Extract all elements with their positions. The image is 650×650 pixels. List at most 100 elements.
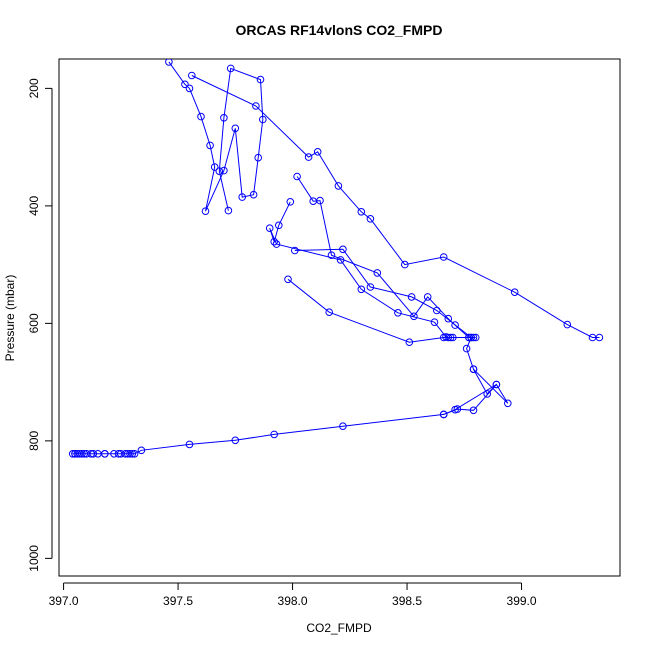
data-point — [339, 422, 347, 431]
data-point — [114, 450, 123, 458]
data-point — [407, 293, 416, 301]
x-axis-label: CO2_FMPD — [306, 621, 372, 635]
data-point — [275, 221, 283, 230]
data-point — [405, 338, 414, 347]
series-line — [269, 201, 453, 338]
data-series — [265, 198, 457, 342]
data-point — [201, 207, 210, 215]
data-series — [165, 59, 267, 215]
data-point — [293, 172, 301, 181]
data-point — [259, 115, 267, 124]
data-point — [71, 450, 79, 458]
data-series — [293, 172, 480, 342]
data-point — [563, 320, 572, 329]
data-point — [75, 450, 84, 458]
x-tick-label: 399.0 — [507, 594, 537, 608]
series-line — [191, 75, 600, 338]
data-point — [238, 193, 246, 201]
y-tick-label: 800 — [27, 431, 41, 451]
data-series — [284, 275, 473, 347]
data-point — [272, 240, 281, 248]
x-tick-label: 398.0 — [278, 594, 308, 608]
data-point — [220, 114, 228, 122]
data-point — [197, 112, 205, 121]
x-tick-label: 397.0 — [49, 594, 79, 608]
data-point — [101, 450, 109, 458]
data-point — [430, 318, 439, 327]
y-tick-label: 200 — [27, 78, 41, 98]
data-point — [226, 64, 235, 73]
data-point — [444, 314, 453, 323]
data-point — [80, 450, 88, 458]
data-point — [357, 208, 366, 216]
series-group — [68, 59, 604, 458]
data-series — [291, 245, 512, 419]
y-axis-label: Pressure (mbar) — [3, 275, 17, 362]
data-point — [252, 102, 260, 110]
data-point — [366, 215, 375, 223]
data-point — [304, 153, 313, 161]
data-point — [469, 365, 478, 374]
data-point — [465, 333, 473, 342]
data-point — [327, 251, 336, 259]
data-point — [291, 246, 299, 255]
chart-title: ORCAS RF14vlonS CO2_FMPD — [236, 22, 443, 38]
series-line — [168, 61, 264, 212]
y-tick-label: 600 — [27, 313, 41, 333]
data-point — [433, 306, 441, 315]
data-point — [504, 399, 512, 408]
data-point — [270, 237, 279, 246]
data-point — [595, 333, 604, 342]
data-point — [439, 410, 448, 419]
data-point — [446, 333, 455, 342]
data-point — [510, 288, 519, 297]
data-point — [451, 405, 459, 414]
y-tick-label: 1000 — [27, 545, 41, 572]
data-point — [256, 75, 265, 84]
data-series — [188, 71, 604, 342]
data-point — [128, 450, 137, 458]
data-point — [394, 309, 402, 317]
data-point — [249, 190, 258, 199]
data-point — [215, 167, 224, 175]
data-point — [89, 450, 98, 458]
y-axis: 200 400 600 800 1000 — [27, 78, 53, 572]
x-axis: 397.0 397.5 398.0 398.5 399.0 — [49, 582, 537, 608]
data-point — [366, 283, 375, 291]
data-point — [357, 285, 366, 294]
data-point — [110, 450, 118, 458]
data-point — [373, 269, 382, 277]
data-point — [220, 166, 228, 175]
data-point — [185, 84, 194, 93]
plot-area — [58, 58, 621, 577]
data-point — [123, 450, 132, 458]
data-series — [68, 365, 501, 458]
data-point — [483, 390, 492, 398]
data-point — [231, 124, 240, 133]
data-point — [410, 312, 418, 321]
data-point — [451, 321, 459, 329]
data-point — [165, 59, 173, 66]
data-point — [286, 198, 295, 206]
data-point — [126, 450, 134, 458]
data-point — [325, 308, 334, 317]
data-point — [224, 206, 233, 215]
series-line — [72, 368, 497, 455]
data-point — [334, 182, 343, 190]
data-point — [339, 245, 347, 254]
data-point — [284, 275, 292, 284]
data-point — [188, 71, 196, 80]
data-point — [316, 196, 324, 205]
data-point — [462, 344, 471, 353]
data-point — [181, 80, 189, 89]
series-line — [296, 176, 476, 338]
data-point — [206, 141, 214, 150]
data-point — [401, 260, 409, 269]
data-point — [265, 224, 274, 232]
data-point — [210, 163, 219, 171]
data-point — [231, 436, 240, 445]
data-point — [469, 333, 478, 342]
data-point — [469, 406, 478, 415]
series-line — [294, 248, 509, 415]
